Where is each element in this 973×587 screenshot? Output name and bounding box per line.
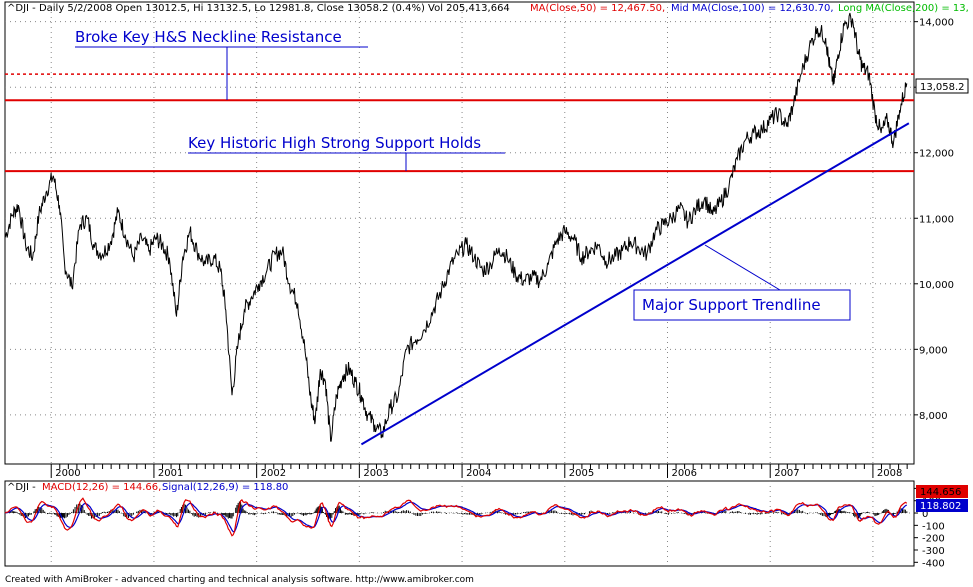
macd-title-prefix: ^DJI -: [7, 482, 36, 493]
price-badge-text: 13,058.2: [920, 82, 965, 93]
macd-badge: [916, 485, 968, 498]
price-ytick-label-10000: 10,000: [919, 280, 954, 291]
macd-label: MACD(12,26) = 144.66,: [42, 482, 161, 493]
header-main-text: ^DJI - Daily 5/2/2008 Open 13012.5, Hi 1…: [7, 3, 510, 14]
year-label-2006: 2006: [671, 468, 696, 479]
price-x-axis: 2000 2001 2002 2003 2004 2005 2006 2007 2008: [50, 464, 908, 479]
footer-credit: Created with AmiBroker - advanced charti…: [5, 575, 474, 585]
macd-badge-text: 144.656: [920, 487, 961, 498]
macd-signal-label: Signal(12,26,9) = 118.80: [162, 482, 288, 493]
year-label-2003: 2003: [363, 468, 388, 479]
macd-lines: [4, 497, 908, 537]
trendline-group: [360, 122, 910, 446]
annotation-trendline: Major Support Trendline: [642, 296, 821, 314]
price-ytick-label-12000: 12,000: [919, 149, 954, 160]
macd-ytick-label--200: -200: [922, 534, 945, 545]
macd-ytick-label--300: -300: [922, 546, 945, 557]
annotation-neckline: Broke Key H&S Neckline Resistance: [75, 28, 342, 46]
price-panel: [4, 1, 915, 465]
support-trendline: [360, 122, 910, 446]
year-label-2007: 2007: [774, 468, 799, 479]
signal-badge-text: 118.802: [920, 501, 961, 512]
macd-ytick-label--100: -100: [922, 521, 945, 532]
year-label-2004: 2004: [466, 468, 491, 479]
macd-panel: [4, 480, 915, 567]
annotation-trendline-box: [633, 289, 851, 321]
price-ytick-label-11000: 11,000: [919, 214, 954, 225]
year-label-2000: 2000: [55, 468, 80, 479]
macd-ytick-label--400: -400: [922, 558, 945, 569]
price-series: [4, 12, 908, 442]
year-label-2008: 2008: [877, 468, 902, 479]
year-label-2002: 2002: [261, 468, 286, 479]
price-badge: [915, 78, 969, 94]
year-label-2001: 2001: [158, 468, 183, 479]
horizontal-levels: [5, 73, 914, 173]
macd-grid: [50, 481, 874, 566]
price-ytick-label-14000: 14,000: [919, 18, 954, 29]
annotation-support-holds: Key Historic High Strong Support Holds: [188, 134, 481, 152]
year-label-2005: 2005: [569, 468, 594, 479]
price-ytick-label-8000: 8,000: [919, 411, 948, 422]
header-ma200: Long MA(Close,200) = 13,: [838, 3, 969, 14]
price-line: [4, 12, 908, 442]
macd-ytick-label-0: 0: [922, 509, 928, 520]
price-ytick-label-9000: 9,000: [919, 345, 948, 356]
header-ma50: MA(Close,50) = 12,467.50,: [530, 3, 665, 14]
macd-line: [4, 497, 908, 537]
header-ma100: Mid MA(Close,100) = 12,630.70,: [671, 3, 834, 14]
annotation-trendline-pointer: [704, 244, 781, 291]
signal-badge: [916, 499, 968, 512]
